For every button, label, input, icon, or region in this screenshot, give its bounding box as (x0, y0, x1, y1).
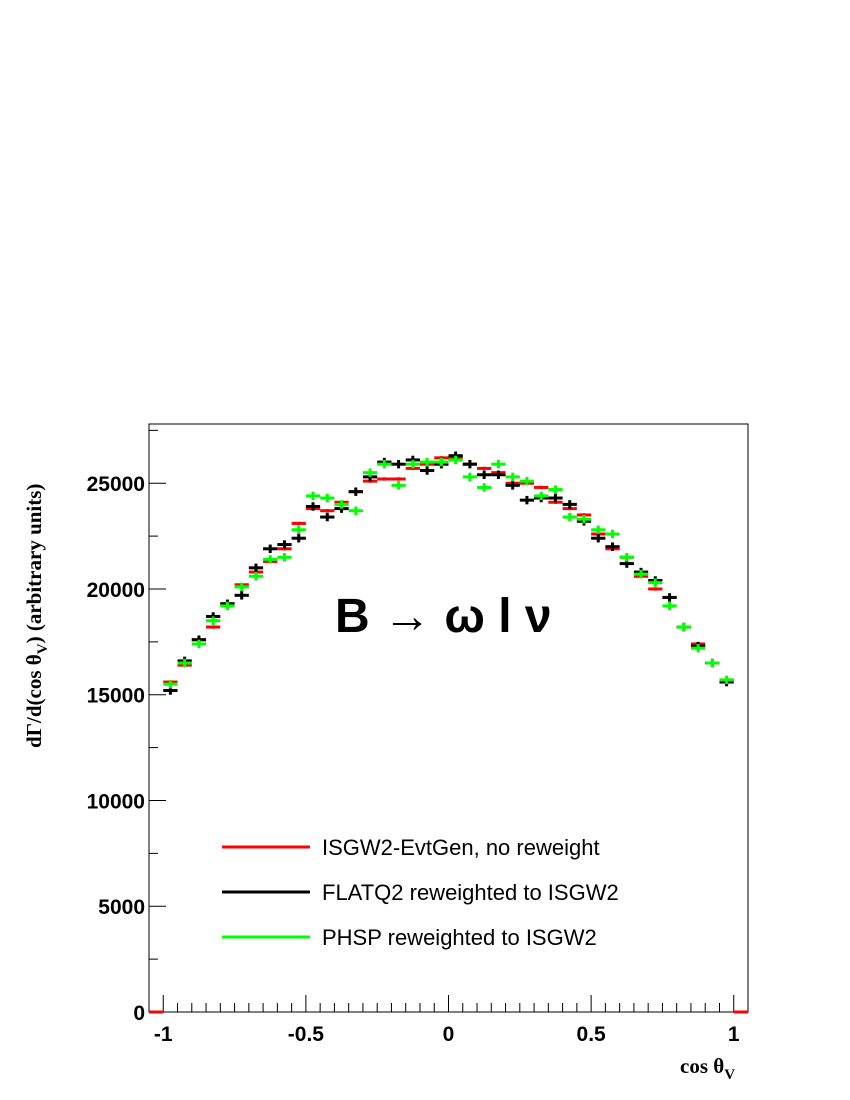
y-tick-label: 0 (133, 1002, 145, 1025)
legend-label-isgw2: ISGW2-EvtGen, no reweight (322, 835, 600, 860)
legend-label-phsp: PHSP reweighted to ISGW2 (322, 925, 597, 950)
y-tick-label: 20000 (87, 579, 145, 602)
series-2 (163, 455, 734, 689)
y-tick-label: 15000 (87, 685, 145, 708)
x-tick-label: 1 (728, 1023, 740, 1046)
data-series (149, 451, 748, 1014)
x-axis-title: cos θV (680, 1054, 735, 1083)
decay-annotation: B → ω l ν (335, 590, 552, 643)
x-tick-label: -1 (154, 1023, 173, 1046)
x-tick-labels: -1 -0.5 0 0.5 1 (154, 1023, 740, 1046)
legend: ISGW2-EvtGen, no reweight FLATQ2 reweigh… (222, 835, 619, 950)
series-0 (163, 456, 734, 684)
y-tick-label: 25000 (87, 473, 145, 496)
y-tick-label: 10000 (87, 790, 145, 813)
legend-label-flatq2: FLATQ2 reweighted to ISGW2 (322, 880, 619, 905)
x-tick-label: -0.5 (288, 1023, 325, 1046)
plot-border (148, 423, 749, 1013)
y-tick-label: 5000 (98, 896, 145, 919)
plot-frame (148, 423, 749, 1013)
y-axis-title: dΓ/d(cos θV) (arbitrary units) (22, 484, 51, 748)
axis-ticks (149, 429, 735, 1013)
x-tick-label: 0 (443, 1023, 455, 1046)
y-tick-labels: 0 5000 10000 15000 20000 25000 (87, 473, 145, 1025)
x-tick-label: 0.5 (577, 1023, 607, 1046)
